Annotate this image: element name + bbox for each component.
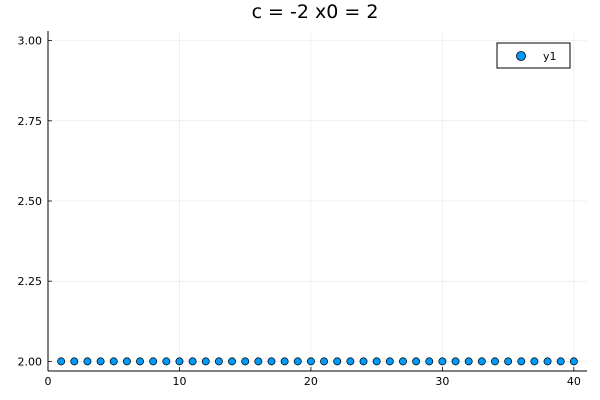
data-point [109,357,118,366]
data-point [556,357,565,366]
y-tick-label: 2.00 [18,355,43,368]
data-points [57,357,578,366]
y-tick-label: 2.50 [18,195,43,208]
data-point [83,357,92,366]
data-point [293,357,302,366]
data-point [477,357,486,366]
data-point [517,357,526,366]
chart-title: c = -2 x0 = 2 [252,1,379,23]
data-point [162,357,171,366]
legend-marker [516,51,526,61]
data-point [543,357,552,366]
y-tick-label: 2.75 [18,115,43,128]
data-point [320,357,329,366]
data-point [306,357,315,366]
data-point [333,357,342,366]
x-tick-label: 0 [45,375,52,388]
legend-label: y1 [543,50,557,63]
data-point [569,357,578,366]
data-point [530,357,539,366]
data-point [412,357,421,366]
data-point [451,357,460,366]
axes [47,31,587,372]
data-point [280,357,289,366]
data-point [267,357,276,366]
data-point [372,357,381,366]
data-point [504,357,513,366]
legend-box [496,42,571,69]
data-point [175,357,184,366]
data-point [346,357,355,366]
y-tick-label: 3.00 [18,35,43,48]
data-point [438,357,447,366]
x-tick-label: 40 [567,375,581,388]
data-point [425,357,434,366]
y-tick-label: 2.25 [18,275,43,288]
data-point [214,357,223,366]
data-point [241,357,250,366]
data-point [491,357,499,366]
data-point [254,357,263,366]
data-point [201,357,210,366]
data-point [122,357,131,366]
legend: y1 [496,42,571,69]
data-point [149,357,158,366]
data-point [385,357,394,366]
data-point [399,357,407,366]
data-point [359,357,368,366]
data-point [96,357,105,366]
x-tick-label: 30 [435,375,449,388]
data-point [57,357,66,366]
data-point [188,357,197,366]
x-tick-label: 20 [304,375,318,388]
x-tick-label: 10 [172,375,186,388]
data-point [464,357,473,366]
data-point [70,357,79,366]
data-point [136,357,144,366]
tick-labels: 0 10 20 30 40 2.00 2.25 2.50 2.75 3.00 [18,35,581,388]
grid-lines [47,31,587,371]
data-point [228,357,236,366]
